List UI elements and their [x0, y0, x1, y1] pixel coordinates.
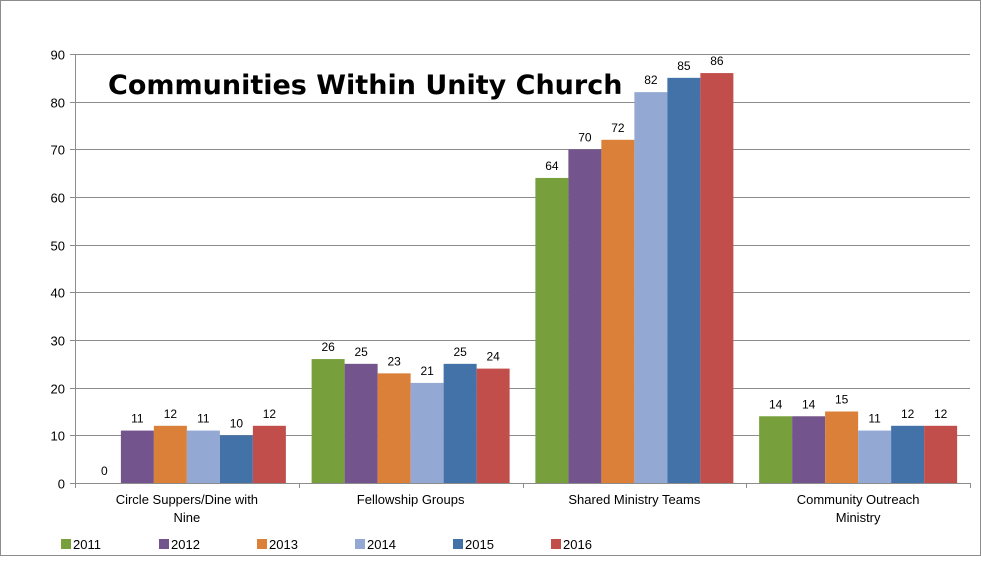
legend-swatch	[159, 539, 169, 549]
y-tick-label: 50	[51, 239, 65, 254]
legend-label: 2013	[269, 537, 298, 552]
data-label: 24	[486, 350, 500, 364]
bar	[311, 359, 345, 483]
legend-label: 2015	[465, 537, 494, 552]
x-tick-label: Circle Suppers/Dine with	[116, 492, 258, 507]
data-label: 25	[354, 345, 368, 359]
bar	[120, 430, 154, 483]
x-tick-label: Community Outreach	[797, 492, 920, 507]
legend-label: 2011	[73, 537, 101, 552]
legend-swatch	[257, 539, 267, 549]
x-tick-label: Shared Ministry Teams	[568, 492, 700, 507]
data-label: 12	[164, 407, 178, 421]
data-label: 14	[769, 397, 783, 411]
bar	[219, 435, 253, 483]
bar	[792, 416, 826, 483]
legend-swatch	[453, 539, 463, 549]
data-label: 11	[868, 412, 881, 426]
data-label: 72	[611, 121, 625, 135]
legend-swatch	[355, 539, 365, 549]
data-label: 14	[802, 397, 816, 411]
bar	[759, 416, 793, 483]
bar	[344, 363, 378, 483]
bar	[634, 92, 668, 483]
bars	[120, 73, 958, 484]
legend-swatch	[551, 539, 561, 549]
bar	[891, 425, 925, 483]
data-label: 23	[387, 354, 401, 368]
bar	[601, 139, 635, 484]
data-label: 12	[934, 407, 948, 421]
data-label: 11	[131, 412, 144, 426]
legend-label: 2016	[563, 537, 592, 552]
y-axis-ticks: 0 10 20 30 40 50 60 70 80 90	[51, 48, 75, 492]
data-label: 70	[578, 130, 592, 144]
y-tick-label: 90	[51, 48, 65, 63]
data-label: 0	[101, 464, 108, 478]
data-labels: 0 26 64 14 11 25 70 14 12 23 72 15 11 21 82 11 10 25 85 12 1…	[101, 54, 948, 478]
data-label: 11	[197, 412, 210, 426]
data-label: 10	[230, 416, 244, 430]
bar	[825, 411, 859, 483]
bar	[700, 73, 734, 484]
y-tick-label: 30	[51, 334, 65, 349]
data-label: 21	[420, 364, 434, 378]
y-tick-label: 80	[51, 96, 65, 111]
y-tick-label: 40	[51, 286, 65, 301]
y-tick-label: 10	[51, 429, 65, 444]
bar	[410, 382, 444, 483]
data-label: 15	[835, 393, 849, 407]
chart-title: Communities Within Unity Church	[108, 70, 622, 101]
legend-swatch	[61, 539, 71, 549]
bar	[568, 149, 602, 484]
bar	[535, 177, 569, 483]
y-tick-label: 20	[51, 382, 65, 397]
bar	[153, 425, 187, 483]
legend: 2011 2012 2013 2014 2015 2016	[61, 537, 592, 552]
data-label: 82	[644, 73, 658, 87]
bar	[924, 425, 958, 483]
data-label: 12	[263, 407, 277, 421]
x-tick-label: Ministry	[836, 510, 881, 525]
bar	[443, 363, 477, 483]
data-label: 86	[710, 54, 724, 68]
data-label: 26	[321, 340, 335, 354]
x-tick-label: Nine	[174, 510, 201, 525]
data-label: 64	[545, 159, 559, 173]
bar	[858, 430, 892, 483]
x-tick-label: Fellowship Groups	[357, 492, 465, 507]
axes	[75, 54, 971, 488]
data-label: 12	[901, 407, 915, 421]
data-label: 25	[453, 345, 467, 359]
legend-label: 2012	[171, 537, 200, 552]
y-tick-label: 70	[51, 143, 65, 158]
bar	[377, 373, 411, 483]
data-label: 85	[677, 59, 691, 73]
y-tick-label: 60	[51, 191, 65, 206]
bar	[252, 425, 286, 483]
bar	[476, 368, 510, 483]
y-tick-label: 0	[58, 477, 65, 492]
legend-label: 2014	[367, 537, 396, 552]
bar	[667, 77, 701, 483]
x-axis-labels: Circle Suppers/Dine with Nine Fellowship G…	[116, 492, 920, 525]
bar	[186, 430, 220, 483]
